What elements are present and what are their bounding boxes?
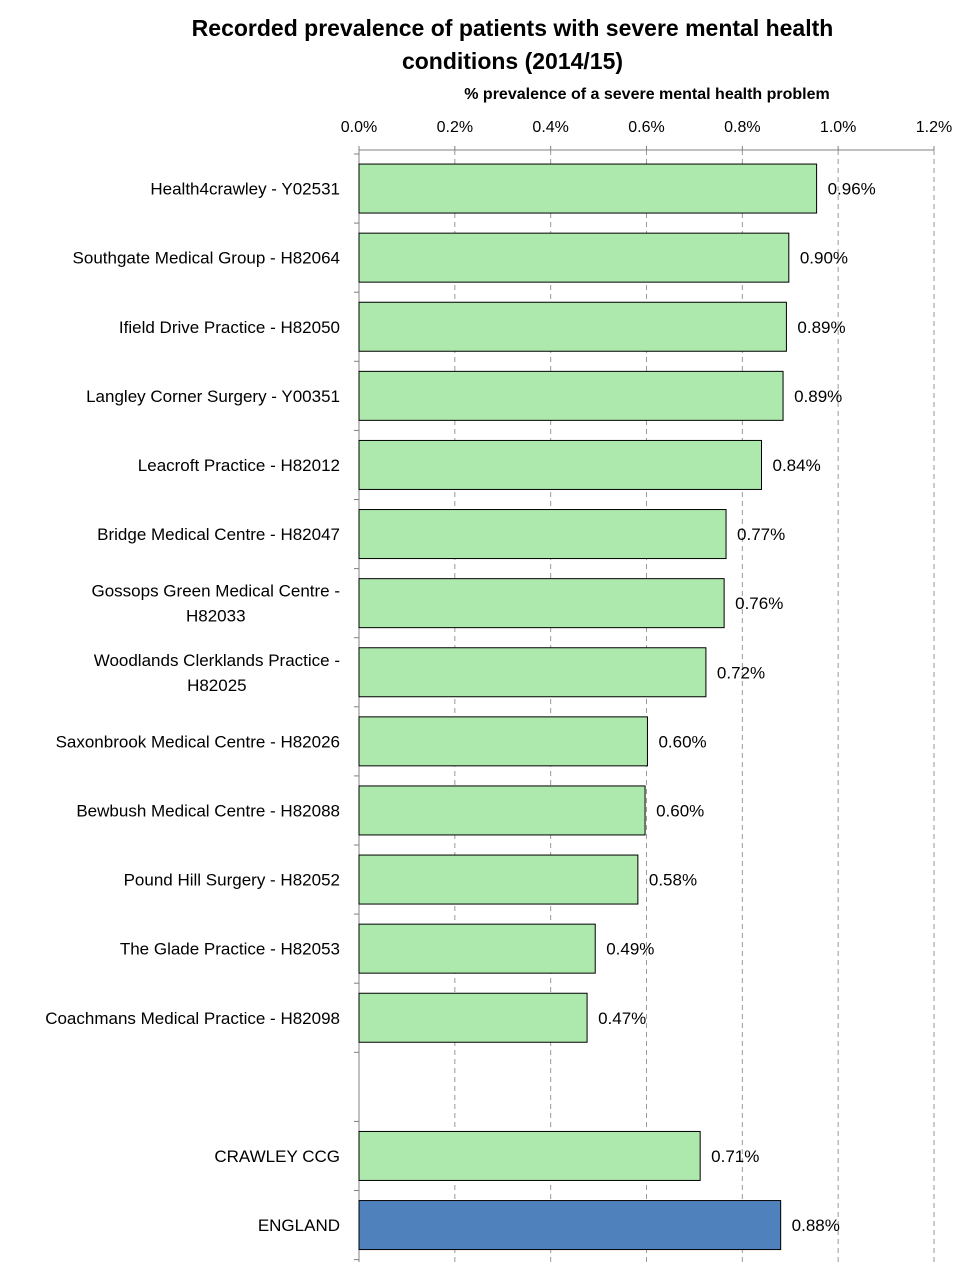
bar-value-label: 0.84% <box>773 456 821 475</box>
category-label: CRAWLEY CCG <box>214 1147 340 1166</box>
category-label: Leacroft Practice - H82012 <box>138 456 340 475</box>
x-tick-label: 0.4% <box>532 119 568 136</box>
bar-value-label: 0.89% <box>794 387 842 406</box>
x-tick-label: 0.8% <box>724 119 760 136</box>
bar-value-label: 0.47% <box>598 1009 646 1028</box>
category-label: Pound Hill Surgery - H82052 <box>124 871 340 890</box>
bar <box>358 716 648 767</box>
category-label: H82025 <box>187 676 247 695</box>
category-label: ENGLAND <box>258 1216 340 1235</box>
category-label: Health4crawley - Y02531 <box>150 180 340 199</box>
bar <box>358 370 784 421</box>
bar-value-label: 0.60% <box>656 801 704 820</box>
chart-title-line-2: conditions (2014/15) <box>401 48 624 74</box>
category-label: Langley Corner Surgery - Y00351 <box>86 387 340 406</box>
x-tick-label: 1.0% <box>820 119 856 136</box>
x-tick-label: 0.0% <box>341 119 377 136</box>
bar-value-label: 0.76% <box>735 594 783 613</box>
category-label: Ifield Drive Practice - H82050 <box>119 318 340 337</box>
x-axis-title: % prevalence of a severe mental health p… <box>464 86 830 103</box>
bars <box>358 163 818 1251</box>
bar-value-label: 0.96% <box>828 180 876 199</box>
category-label: Woodlands Clerklands Practice - <box>94 651 340 670</box>
bar <box>358 163 818 214</box>
bar-value-label: 0.60% <box>658 732 706 751</box>
labels: 0.0% 0.2% 0.4% 0.6% 0.8% 1.0% 1.2% 0.96% Health4… <box>45 119 952 1235</box>
bar <box>358 578 725 629</box>
chart-title-line-1: Recorded prevalence of patients with sev… <box>191 15 834 41</box>
bar <box>358 1200 782 1251</box>
bar <box>358 647 707 698</box>
category-label: The Glade Practice - H82053 <box>120 940 340 959</box>
bar-value-label: 0.89% <box>797 318 845 337</box>
category-label: Saxonbrook Medical Centre - H82026 <box>56 732 340 751</box>
category-label: Gossops Green Medical Centre - <box>92 582 341 601</box>
x-tick-label: 0.2% <box>437 119 473 136</box>
x-tick-label: 1.2% <box>916 119 952 136</box>
bar <box>358 854 639 905</box>
x-tick-label: 0.6% <box>628 119 664 136</box>
bar-value-label: 0.49% <box>606 940 654 959</box>
bar <box>358 923 596 974</box>
bar <box>358 439 762 490</box>
category-label: Southgate Medical Group - H82064 <box>73 249 340 268</box>
category-label: Coachmans Medical Practice - H82098 <box>45 1009 340 1028</box>
category-label: H82033 <box>186 607 246 626</box>
bar-value-label: 0.90% <box>800 249 848 268</box>
bar <box>358 301 787 352</box>
bar <box>358 785 646 836</box>
bar <box>358 992 588 1043</box>
category-label: Bridge Medical Centre - H82047 <box>97 525 340 544</box>
bar <box>358 509 727 560</box>
bar-value-label: 0.71% <box>711 1147 759 1166</box>
bar <box>358 232 790 283</box>
bar-value-label: 0.77% <box>737 525 785 544</box>
bar-value-label: 0.88% <box>792 1216 840 1235</box>
bar-value-label: 0.72% <box>717 663 765 682</box>
bar <box>358 1130 701 1181</box>
bar-value-label: 0.58% <box>649 871 697 890</box>
category-label: Bewbush Medical Centre - H82088 <box>76 801 340 820</box>
